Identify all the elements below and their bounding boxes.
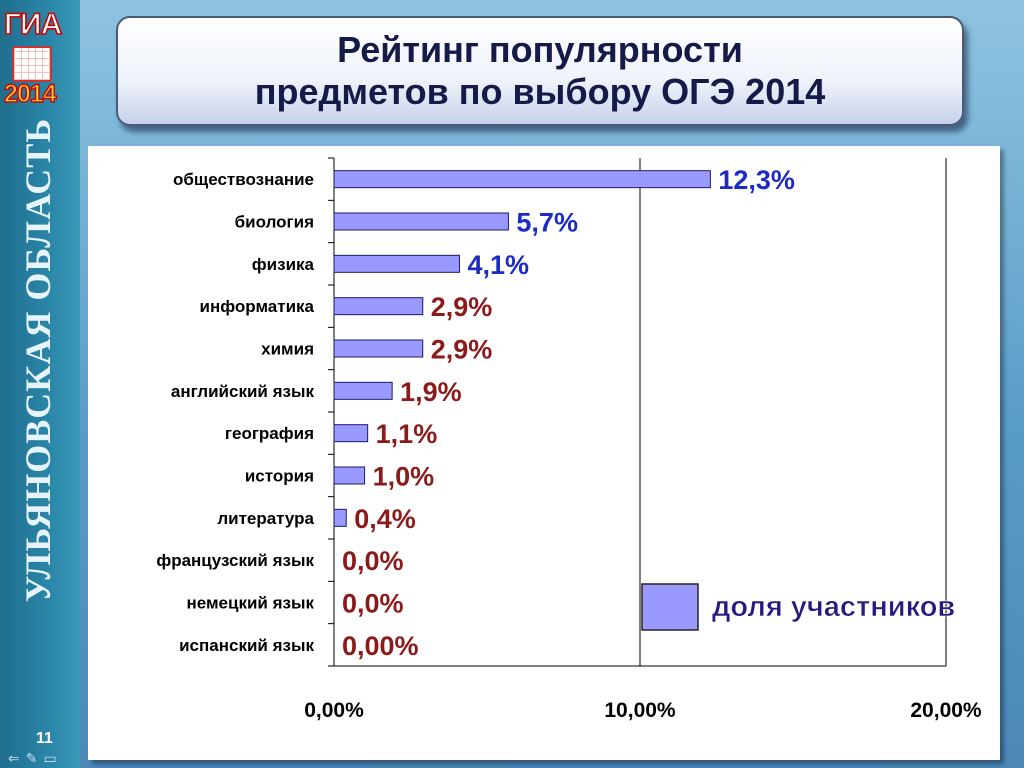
value-label: 1,1% (376, 419, 438, 449)
title-box: Рейтинг популярности предметов по выбору… (116, 16, 964, 126)
screen-icon[interactable]: ▭ (43, 750, 63, 766)
category-label: история (245, 467, 314, 486)
bar (333, 508, 347, 527)
category-label: география (225, 424, 314, 443)
value-label: 1,0% (373, 462, 435, 492)
category-label: литература (217, 509, 314, 528)
category-label: немецкий язык (186, 594, 314, 613)
x-tick-label: 10,00% (604, 699, 676, 722)
bar (333, 212, 509, 231)
region-label: УЛЬЯНОВСКАЯ ОБЛАСТЬ (18, 117, 58, 603)
bar (333, 466, 366, 485)
bar (333, 297, 424, 316)
x-tick-label: 20,00% (910, 699, 982, 722)
bar (333, 170, 711, 189)
calendar-icon (12, 46, 52, 82)
value-label: 1,9% (400, 377, 462, 407)
value-label: 2,9% (431, 292, 493, 322)
value-label: 0,0% (342, 589, 404, 619)
value-label: 5,7% (516, 208, 578, 238)
category-label: английский язык (171, 382, 315, 401)
logo-top-text: ГИА (3, 7, 63, 42)
legend-label: доля участников (712, 591, 955, 623)
bar (333, 424, 369, 443)
bar (333, 339, 424, 358)
value-label: 12,3% (718, 165, 795, 195)
x-tick-label: 0,00% (304, 699, 364, 722)
category-label: физика (252, 255, 315, 274)
category-label: французский язык (156, 551, 314, 570)
value-label: 0,0% (342, 546, 404, 576)
page-title-line-1: Рейтинг популярности (337, 29, 743, 70)
value-label: 0,4% (354, 504, 416, 534)
bar-chart: обществознание биология физика информатика х… (156, 157, 982, 722)
category-label: биология (235, 213, 314, 232)
value-label: 2,9% (431, 335, 493, 365)
logo-year-text: 2014 (3, 79, 57, 108)
category-label: химия (261, 340, 314, 359)
bar (333, 254, 460, 273)
category-label: обществознание (173, 170, 314, 189)
chart-panel: обществознание биология физика информатика х… (88, 146, 1000, 760)
page-number: 11 (36, 730, 53, 747)
pen-icon[interactable]: ✎ (25, 750, 44, 766)
bar (333, 381, 393, 400)
arrow-left-icon[interactable]: ⇐ (8, 750, 26, 766)
value-label: 4,1% (467, 250, 529, 280)
slide-nav: ⇐✎▭ (8, 750, 63, 767)
page-title-line-2: предметов по выбору ОГЭ 2014 (254, 71, 826, 112)
legend-swatch (641, 583, 699, 631)
category-label: информатика (200, 297, 315, 316)
sidebar: ГИА 2014 УЛЬЯНОВСКАЯ ОБЛАСТЬ 11 ⇐✎▭ (0, 0, 80, 768)
value-label: 0,00% (342, 631, 419, 661)
gia-logo: ГИА 2014 (3, 7, 74, 108)
category-label: испанский язык (179, 636, 314, 655)
